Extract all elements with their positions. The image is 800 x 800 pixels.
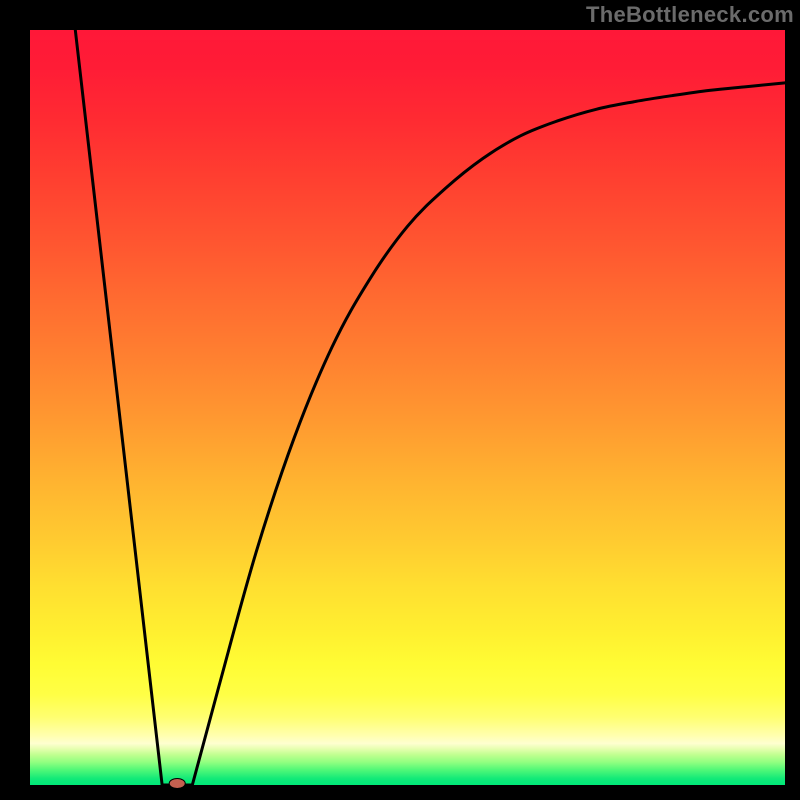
optimum-marker [169, 778, 185, 788]
bottleneck-chart [0, 0, 800, 800]
watermark-text: TheBottleneck.com [586, 2, 794, 28]
chart-plot-area [30, 30, 785, 785]
chart-container: TheBottleneck.com [0, 0, 800, 800]
